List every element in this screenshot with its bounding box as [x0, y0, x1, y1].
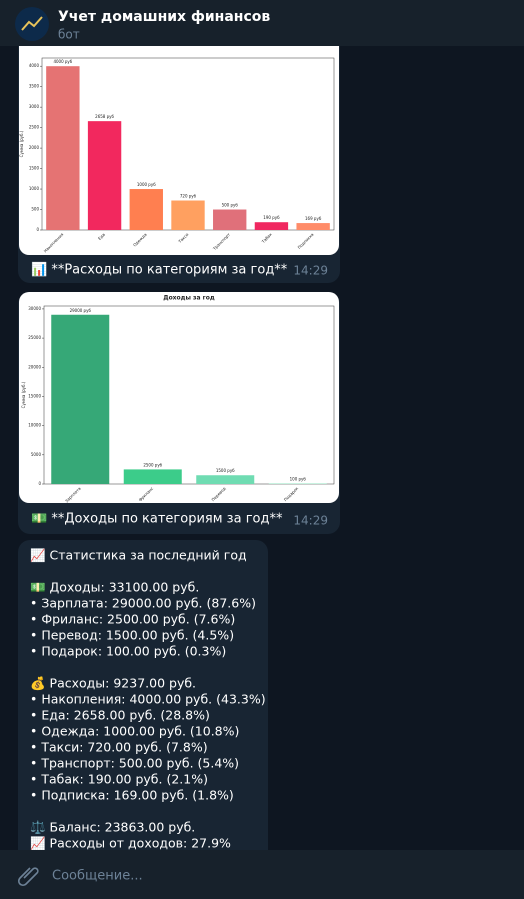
input-bar: Сообщение... — [0, 850, 524, 899]
chat-subtitle: бот — [58, 28, 80, 42]
stats-line: • Одежда: 1000.00 руб. (10.8%) — [30, 724, 239, 739]
stats-line: ⚖️ Баланс: 23863.00 руб. — [30, 820, 195, 835]
bar — [213, 209, 247, 230]
stats-line: • Перевод: 1500.00 руб. (4.5%) — [30, 628, 234, 643]
y-tick-label: 15000 — [28, 393, 41, 398]
plot-frame — [43, 305, 335, 485]
bar — [46, 66, 80, 230]
value-label: 1500 руб — [216, 468, 235, 473]
stats-line: • Такси: 720.00 руб. (7.8%) — [30, 740, 208, 755]
header: Учет домашних финансов бот — [0, 0, 524, 46]
y-axis-label: Сумма (руб.) — [19, 130, 24, 157]
input-background — [0, 850, 524, 899]
caption: 💵 **Доходы по категориям за год** — [31, 512, 283, 527]
bar — [123, 469, 182, 484]
y-tick-label: 30000 — [28, 306, 41, 311]
value-label: 100 руб — [290, 476, 307, 481]
y-axis-label: Сумма (руб.) — [21, 381, 26, 408]
chat-title: Учет домашних финансов — [58, 9, 270, 25]
message-input[interactable]: Сообщение... — [52, 869, 143, 884]
y-tick-label: 0 — [36, 227, 39, 232]
stats-line: • Фриланс: 2500.00 руб. (7.6%) — [30, 612, 235, 627]
bar — [51, 314, 110, 484]
stats-line: • Зарплата: 29000.00 руб. (87.6%) — [30, 596, 256, 611]
y-tick-label: 0 — [38, 481, 41, 486]
bar — [129, 189, 163, 230]
value-label: 2500 руб — [143, 462, 162, 467]
bar — [87, 121, 122, 230]
y-tick-label: 20000 — [28, 364, 41, 369]
stats-line: • Еда: 2658.00 руб. (28.8%) — [30, 708, 210, 723]
x-tick-label: Еда — [97, 231, 106, 240]
y-tick-label: 5000 — [31, 452, 42, 457]
bar — [171, 200, 205, 230]
stats-line: 📈 Статистика за последний год — [30, 548, 247, 563]
header-bar — [0, 0, 524, 46]
value-label: 29000 руб — [70, 308, 92, 313]
messages: 📊 **Расходы по категориям за год** 14:29… — [18, 30, 340, 870]
bar — [268, 483, 327, 484]
stats-line: • Табак: 190.00 руб. (2.1%) — [30, 772, 208, 787]
bubble — [18, 540, 268, 870]
bar — [254, 222, 289, 230]
y-tick-label: 3000 — [29, 104, 40, 109]
y-tick-label: 2000 — [29, 145, 40, 150]
stats-line: • Транспорт: 500.00 руб. (5.4%) — [30, 756, 239, 771]
avatar-icon — [21, 16, 43, 31]
y-tick-label: 500 — [31, 207, 39, 212]
bar — [296, 223, 330, 230]
value-label: 720 руб — [180, 194, 197, 199]
stats-line: • Накопления: 4000.00 руб. (43.3%) — [30, 692, 266, 707]
value-label: 4000 руб — [53, 59, 72, 64]
attach-icon[interactable] — [17, 867, 39, 887]
stats-line: • Подписка: 169.00 руб. (1.8%) — [30, 788, 234, 803]
stats-line: • Подарок: 100.00 руб. (0.3%) — [30, 644, 226, 659]
y-tick-label: 3500 — [29, 84, 40, 89]
stats-line: 💵 Доходы: 33100.00 руб. — [30, 580, 199, 595]
value-label: 2658 руб — [95, 114, 114, 119]
value-label: 500 руб — [222, 203, 239, 208]
y-tick-label: 1000 — [29, 186, 40, 191]
chart-title: Доходы за год — [163, 295, 215, 302]
value-label: 1000 руб — [137, 182, 156, 187]
time: 14:29 — [293, 514, 328, 528]
time: 14:29 — [293, 264, 328, 278]
bar — [196, 475, 255, 484]
value-label: 169 руб — [305, 216, 322, 221]
y-tick-label: 2500 — [29, 125, 40, 130]
y-tick-label: 10000 — [28, 423, 41, 428]
y-tick-label: 25000 — [28, 335, 41, 340]
y-tick-label: 4000 — [29, 63, 40, 68]
stats-line: 💰 Расходы: 9237.00 руб. — [30, 676, 196, 692]
value-label: 190 руб — [263, 215, 280, 220]
stats-line: 📈 Расходы от доходов: 27.9% — [30, 836, 231, 851]
y-tick-label: 1500 — [29, 166, 40, 171]
caption: 📊 **Расходы по категориям за год** — [31, 262, 288, 278]
